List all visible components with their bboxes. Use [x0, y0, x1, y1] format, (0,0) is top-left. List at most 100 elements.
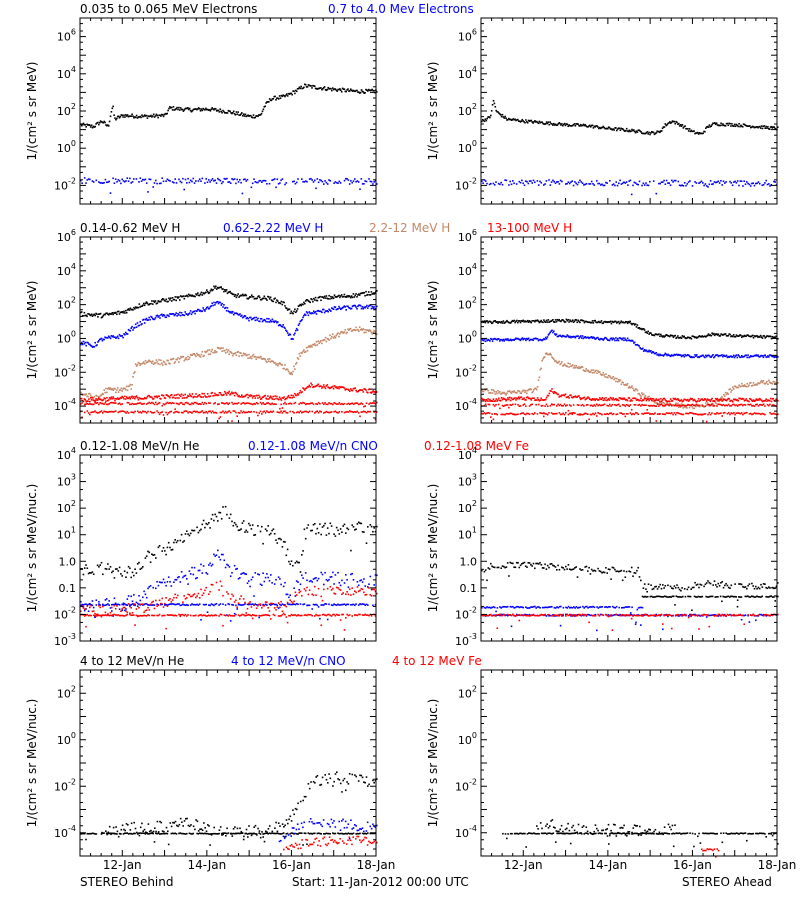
- data-point: [484, 118, 487, 120]
- data-point: [561, 180, 563, 183]
- data-point: [764, 399, 766, 402]
- data-point: [134, 326, 136, 329]
- data-point: [729, 180, 731, 183]
- data-point: [294, 368, 296, 370]
- data-point: [193, 395, 195, 398]
- data-point: [732, 334, 735, 336]
- data-point: [177, 297, 179, 299]
- data-point: [216, 109, 219, 112]
- data-point: [705, 354, 707, 357]
- data-point: [182, 110, 185, 112]
- data-point: [589, 124, 591, 127]
- data-point: [358, 294, 361, 296]
- data-point: [550, 320, 552, 322]
- data-point: [289, 92, 292, 95]
- data-point: [295, 89, 297, 92]
- data-point: [743, 355, 746, 358]
- data-point: [294, 308, 296, 311]
- data-point: [161, 113, 163, 116]
- data-point: [168, 362, 170, 364]
- data-point: [166, 178, 169, 181]
- data-point: [355, 180, 357, 183]
- data-point: [288, 403, 290, 405]
- data-point: [623, 181, 625, 183]
- data-point: [581, 335, 584, 337]
- data-point: [210, 411, 213, 414]
- data-point: [263, 403, 266, 405]
- data-point: [609, 376, 612, 378]
- data-point: [336, 295, 338, 298]
- data-point: [211, 178, 214, 180]
- data-point: [88, 398, 90, 400]
- data-point: [194, 396, 196, 398]
- data-point: [236, 113, 239, 115]
- data-point: [268, 98, 271, 100]
- data-point: [757, 354, 759, 356]
- y-tick-label-3: 104: [458, 65, 477, 81]
- data-point: [196, 396, 198, 398]
- data-point: [208, 402, 210, 404]
- data-point: [735, 334, 738, 336]
- data-point: [182, 412, 184, 414]
- data-point: [171, 313, 174, 315]
- data-point: [240, 294, 242, 297]
- data-point: [137, 325, 140, 327]
- data-point: [349, 327, 352, 330]
- data-point: [83, 311, 86, 314]
- data-point: [672, 181, 674, 183]
- data-point: [737, 400, 739, 402]
- data-point: [112, 313, 114, 316]
- data-point: [343, 179, 346, 182]
- data-point: [641, 132, 643, 134]
- data-point: [351, 305, 354, 308]
- data-point: [663, 336, 666, 338]
- data-point: [241, 411, 244, 414]
- data-point: [226, 307, 229, 309]
- data-point: [320, 385, 322, 387]
- data-point: [714, 400, 716, 402]
- data-point: [328, 402, 330, 404]
- data-point: [596, 321, 598, 324]
- data-point: [200, 396, 203, 398]
- data-point: [351, 402, 353, 404]
- data-point: [528, 320, 531, 322]
- data-point: [765, 179, 767, 182]
- data-point: [645, 132, 648, 134]
- data-point: [261, 413, 263, 415]
- data-point: [322, 308, 324, 311]
- data-point: [339, 403, 342, 406]
- data-point: [610, 405, 612, 407]
- data-point: [520, 392, 523, 394]
- data-point: [539, 399, 542, 401]
- data-point: [133, 403, 135, 406]
- data-point: [152, 318, 154, 320]
- data-point: [518, 338, 521, 341]
- data-point: [571, 396, 573, 399]
- data-point: [268, 296, 270, 298]
- data-point: [170, 107, 172, 109]
- data-point: [487, 412, 490, 414]
- data-point: [178, 411, 180, 414]
- data-point: [731, 403, 734, 406]
- data-point: [609, 320, 612, 323]
- data-point: [599, 373, 602, 375]
- data-point: [746, 399, 748, 402]
- data-point: [365, 290, 367, 293]
- data-point: [167, 359, 169, 362]
- data-point: [281, 412, 284, 414]
- data-point: [528, 397, 531, 399]
- data-point: [610, 322, 613, 325]
- data-point: [635, 388, 638, 390]
- data-point: [642, 350, 645, 352]
- data-point: [768, 404, 770, 407]
- data-point: [222, 109, 224, 112]
- data-point: [154, 300, 157, 302]
- data-point: [704, 405, 707, 407]
- data-point: [91, 346, 94, 348]
- data-point: [639, 399, 641, 402]
- data-point: [301, 391, 303, 393]
- data-point: [557, 403, 559, 406]
- data-point: [209, 305, 212, 308]
- data-point: [196, 108, 198, 111]
- data-point: [201, 350, 204, 353]
